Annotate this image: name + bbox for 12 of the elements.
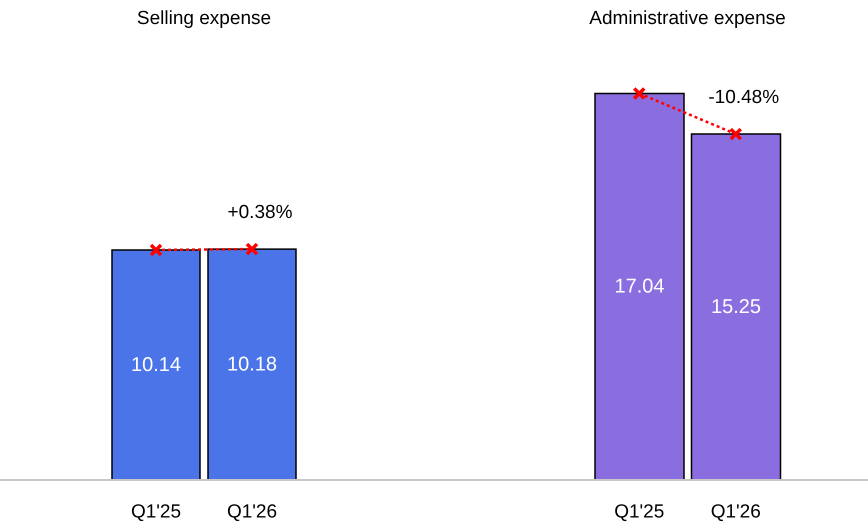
x-tick-label: Q1'25 <box>614 501 664 522</box>
data-label: 17.04 <box>614 276 665 298</box>
data-label: 10.18 <box>226 354 278 376</box>
x-tick-label: Q1'25 <box>130 501 182 522</box>
x-tick-label: Q1'26 <box>226 501 278 522</box>
annotation: -10.48% <box>708 86 780 108</box>
data-label: 10.14 <box>130 354 182 376</box>
x-tick-label: Q1'26 <box>710 501 761 522</box>
chart-title: Selling expense <box>136 8 272 30</box>
text: +0.38% <box>228 202 293 223</box>
chart-title: Administrative expense <box>588 8 787 30</box>
data-label: 15.25 <box>710 296 762 318</box>
